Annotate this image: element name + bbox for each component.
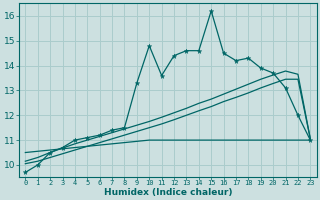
- X-axis label: Humidex (Indice chaleur): Humidex (Indice chaleur): [104, 188, 232, 197]
